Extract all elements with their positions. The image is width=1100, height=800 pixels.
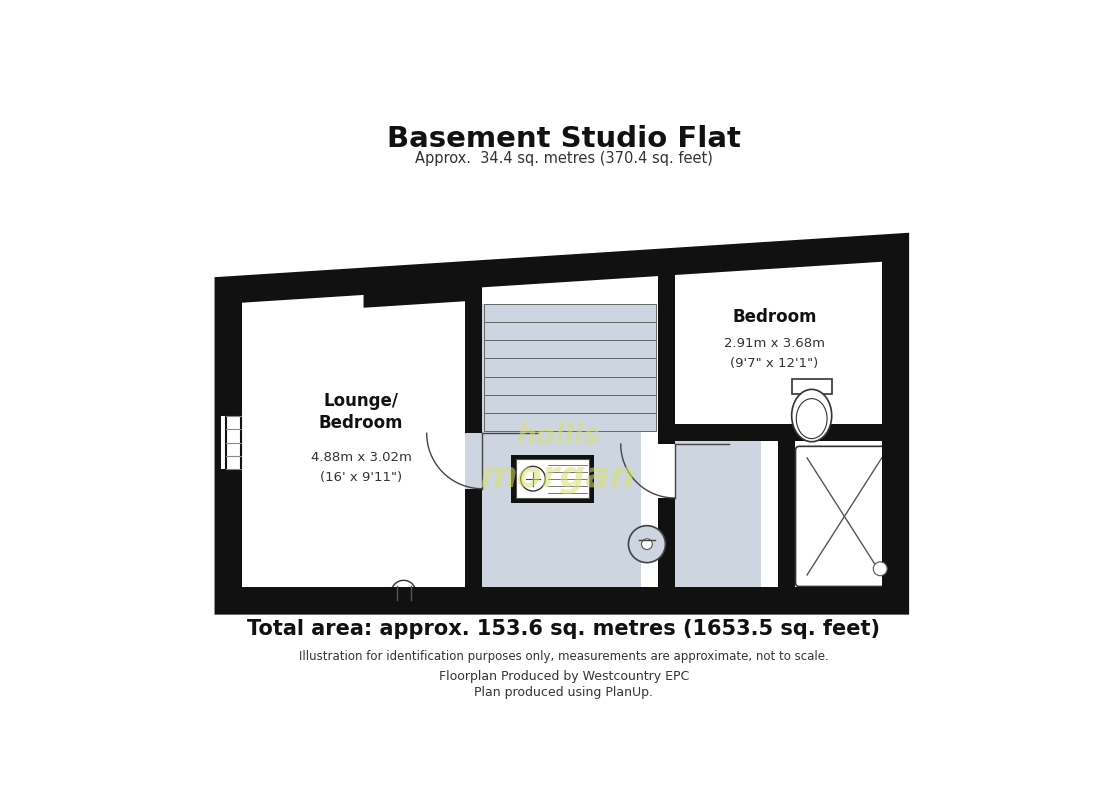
- Bar: [224, 287, 242, 604]
- Text: Floorplan Produced by Westcountry EPC: Floorplan Produced by Westcountry EPC: [439, 670, 689, 683]
- Text: Basement Studio Flat: Basement Studio Flat: [387, 126, 740, 154]
- Ellipse shape: [796, 398, 827, 438]
- Circle shape: [641, 538, 652, 550]
- Polygon shape: [558, 257, 700, 281]
- Circle shape: [392, 580, 416, 605]
- Text: (9'7" x 12'1"): (9'7" x 12'1"): [730, 357, 818, 370]
- Bar: [674, 424, 890, 441]
- Bar: [242, 304, 465, 587]
- Bar: [778, 424, 794, 587]
- Bar: [656, 444, 676, 498]
- Bar: [224, 587, 899, 604]
- Bar: [674, 261, 882, 424]
- Polygon shape: [465, 271, 482, 587]
- Text: 2.91m x 3.68m: 2.91m x 3.68m: [724, 337, 825, 350]
- Bar: [484, 304, 656, 322]
- Circle shape: [399, 589, 408, 597]
- Bar: [512, 455, 594, 502]
- Text: hollis: hollis: [516, 422, 600, 450]
- FancyBboxPatch shape: [795, 446, 893, 586]
- Bar: [484, 377, 656, 394]
- Text: Bedroom: Bedroom: [733, 308, 816, 326]
- Text: Illustration for identification purposes only, measurements are approximate, not: Illustration for identification purposes…: [299, 650, 828, 663]
- Circle shape: [873, 562, 888, 576]
- Bar: [465, 434, 484, 489]
- Bar: [484, 358, 656, 377]
- Bar: [674, 441, 761, 587]
- Bar: [792, 378, 832, 394]
- Text: Total area: approx. 153.6 sq. metres (1653.5 sq. feet): Total area: approx. 153.6 sq. metres (16…: [248, 619, 880, 639]
- Circle shape: [520, 466, 546, 491]
- Text: 4.88m x 3.02m: 4.88m x 3.02m: [311, 451, 411, 464]
- Polygon shape: [224, 244, 899, 304]
- Ellipse shape: [792, 390, 832, 442]
- Text: morgan: morgan: [480, 460, 636, 494]
- Bar: [221, 415, 250, 470]
- Bar: [882, 244, 899, 604]
- Bar: [484, 340, 656, 358]
- Bar: [484, 413, 656, 431]
- Text: (16' x 9'11"): (16' x 9'11"): [320, 471, 403, 485]
- Bar: [794, 441, 882, 587]
- Text: Plan produced using PlanUp.: Plan produced using PlanUp.: [474, 686, 653, 699]
- Circle shape: [628, 526, 666, 562]
- Polygon shape: [363, 271, 468, 308]
- Bar: [484, 394, 656, 413]
- Bar: [484, 322, 656, 340]
- Polygon shape: [658, 259, 674, 587]
- Bar: [516, 459, 590, 498]
- Bar: [482, 304, 640, 587]
- Text: Lounge/
Bedroom: Lounge/ Bedroom: [319, 391, 404, 432]
- Text: Approx.  34.4 sq. metres (370.4 sq. feet): Approx. 34.4 sq. metres (370.4 sq. feet): [415, 151, 713, 166]
